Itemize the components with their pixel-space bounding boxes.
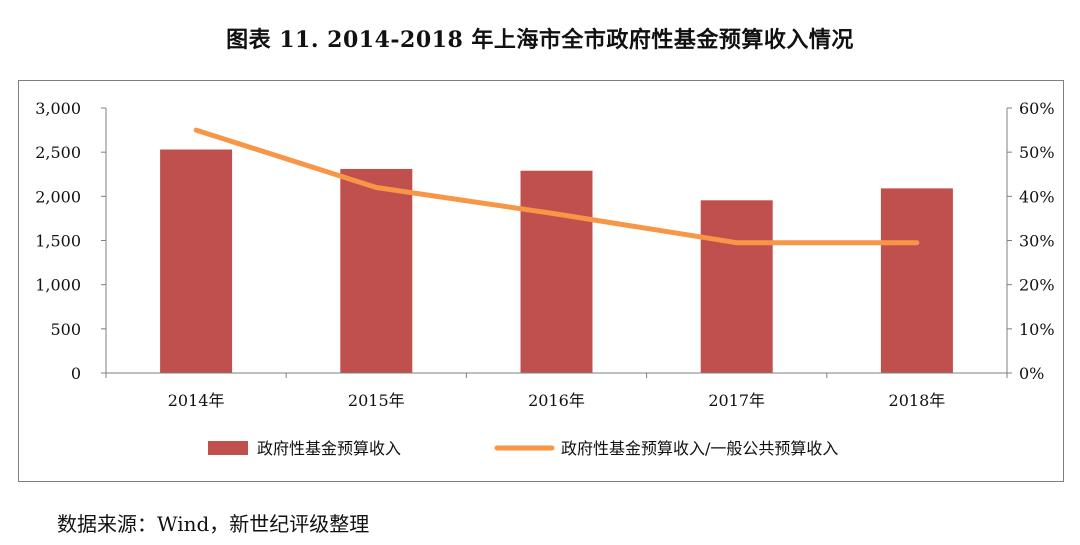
right-tick-label: 50% [1019, 143, 1055, 162]
left-tick-label: 0 [71, 364, 81, 383]
x-tick-label: 2014年 [168, 391, 225, 410]
right-tick-label: 20% [1019, 276, 1055, 295]
chart-title: 图表 11. 2014-2018 年上海市全市政府性基金预算收入情况 [226, 27, 854, 53]
right-tick-label: 0% [1019, 364, 1044, 383]
bar-2014年 [160, 149, 233, 373]
left-tick-label: 2,000 [35, 187, 81, 206]
legend-bar-label: 政府性基金预算收入 [257, 439, 401, 458]
x-tick-label: 2016年 [528, 391, 585, 410]
left-tick-label: 3,000 [35, 99, 81, 118]
source-note: 数据来源：Wind，新世纪评级整理 [57, 512, 370, 536]
bar-2017年 [700, 200, 773, 373]
left-tick-label: 500 [50, 320, 81, 339]
x-tick-label: 2018年 [889, 391, 946, 410]
left-tick-label: 2,500 [35, 143, 81, 162]
left-tick-label: 1,000 [35, 276, 81, 295]
bar-2018年 [880, 188, 953, 373]
legend-line-label: 政府性基金预算收入/一般公共预算收入 [561, 439, 838, 458]
legend-bar-swatch [208, 441, 248, 455]
right-tick-label: 40% [1019, 187, 1055, 206]
bar-2016年 [520, 170, 593, 373]
x-tick-label: 2015年 [348, 391, 405, 410]
right-tick-label: 10% [1019, 320, 1055, 339]
ratio-line [193, 127, 920, 246]
right-tick-label: 30% [1019, 232, 1055, 251]
x-tick-label: 2017年 [708, 391, 765, 410]
left-tick-label: 1,500 [35, 232, 81, 251]
right-tick-label: 60% [1019, 99, 1055, 118]
bar-2015年 [340, 168, 413, 373]
